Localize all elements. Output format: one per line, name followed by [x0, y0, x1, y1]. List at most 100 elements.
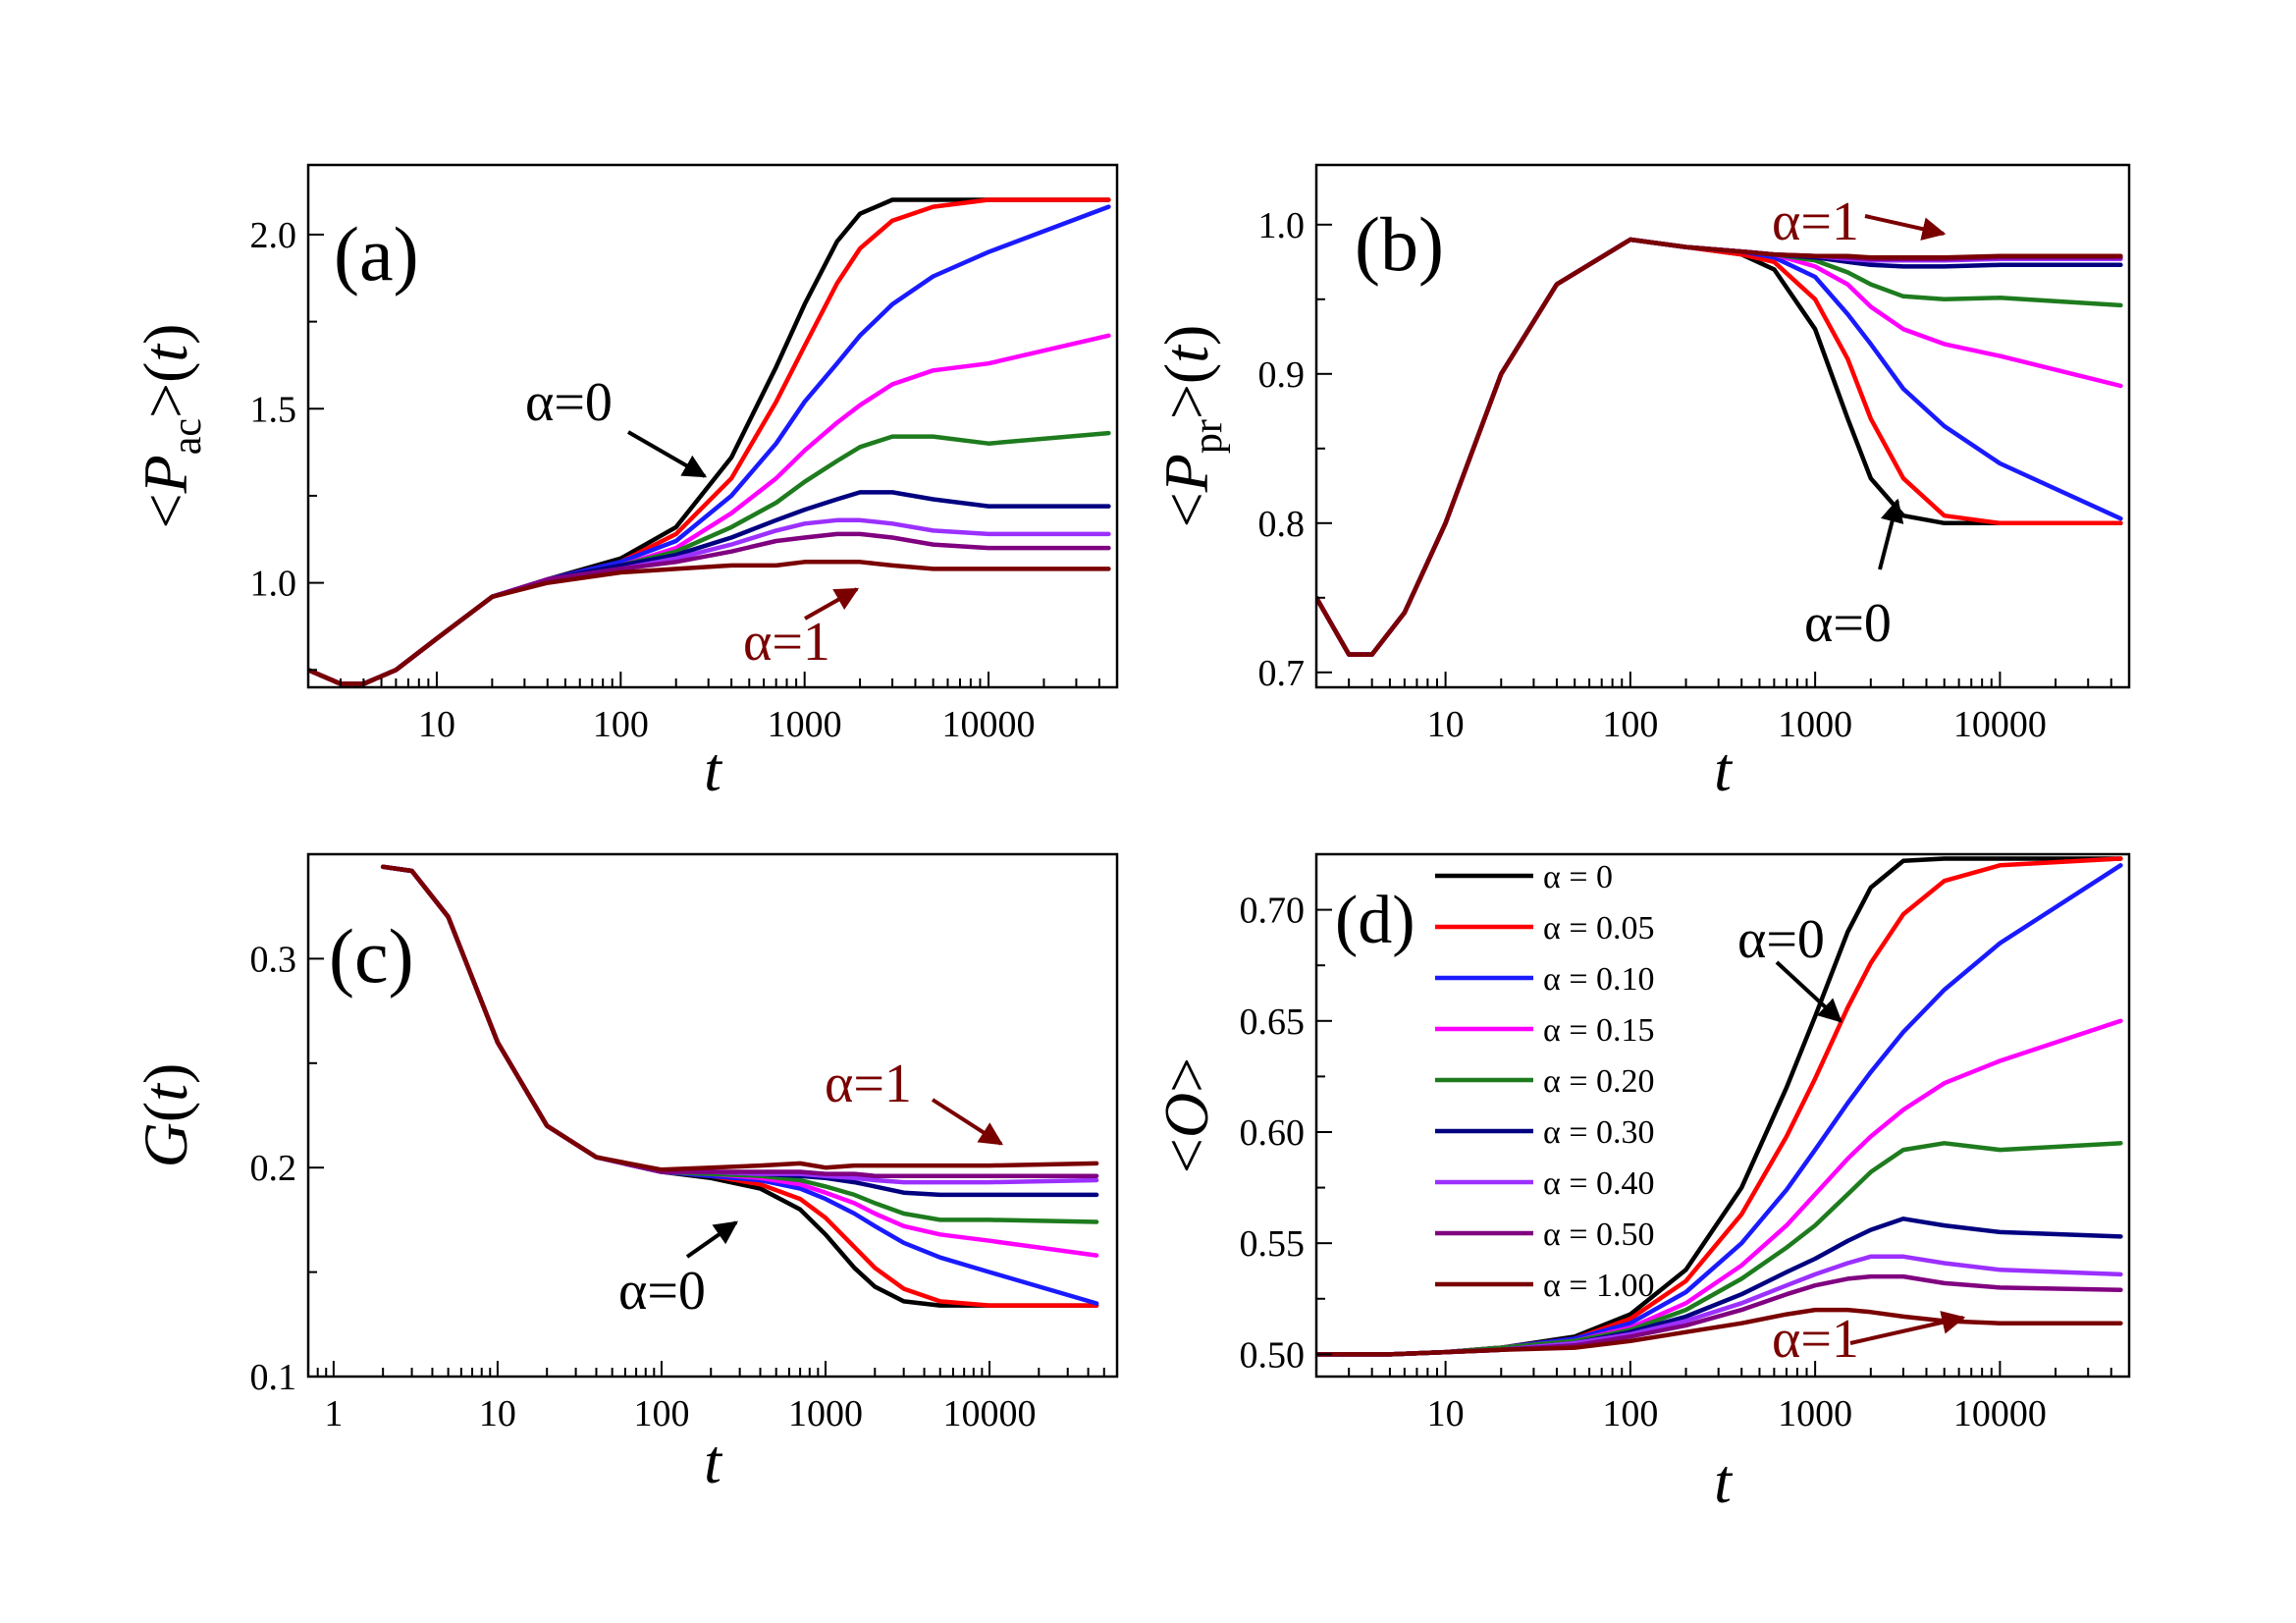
annotation-arrow — [1849, 1311, 1966, 1345]
legend-label: α = 0.30 — [1543, 1114, 1655, 1151]
x-tick-label: 10 — [418, 704, 455, 745]
y-tick-label: 0.70 — [1240, 891, 1306, 932]
x-tick-label: 1000 — [1778, 704, 1852, 745]
x-tick-label: 100 — [593, 704, 649, 745]
y-tick-label: 0.50 — [1240, 1334, 1306, 1376]
annotation-arrow — [685, 1220, 738, 1259]
annotation-arrow — [1775, 960, 1842, 1023]
x-tick-label: 100 — [1602, 704, 1658, 745]
y-tick-label: 0.8 — [1258, 504, 1306, 545]
annotation-label: α=0 — [1804, 593, 1892, 654]
y-tick-label: 2.0 — [250, 215, 297, 256]
series-line-6 — [1316, 237, 2123, 657]
chart-panel-3: 10 100 1000 10000 0.50 0.55 0.60 0.65 0.70 (d) t <O… — [1151, 852, 2131, 1516]
series-line-7 — [1316, 237, 2123, 657]
y-tick-label: 0.55 — [1240, 1223, 1306, 1265]
annotation-arrow — [1864, 214, 1947, 241]
annotation-arrow — [1878, 498, 1904, 570]
series-line-4 — [380, 864, 1099, 1224]
annotation-arrow — [804, 587, 860, 621]
series-line-7 — [308, 531, 1111, 686]
x-tick-label: 1 — [324, 1393, 343, 1434]
plot-frame — [306, 852, 1119, 1379]
x-tick-label: 1000 — [788, 1393, 863, 1434]
series-line-1 — [1316, 237, 2123, 657]
series-line-7 — [1316, 1273, 2123, 1357]
series-group — [1316, 237, 2123, 657]
y-tick-label: 0.60 — [1240, 1112, 1306, 1154]
y-axis-label: <Ppr>(t) — [1151, 325, 1231, 528]
series-line-5 — [380, 864, 1099, 1198]
series-line-5 — [1316, 237, 2123, 657]
x-tick-label: 10 — [1427, 1393, 1465, 1434]
y-axis-label: <O> — [1151, 1057, 1221, 1173]
x-tick-label: 100 — [1602, 1393, 1658, 1434]
series-line-8 — [380, 864, 1099, 1172]
x-axis-label: t — [1714, 1446, 1734, 1516]
panel-label: (d) — [1335, 883, 1415, 958]
y-axis-label: <Pac>(t) — [131, 324, 210, 529]
legend-label: α = 0.10 — [1543, 961, 1655, 998]
annotation-label: α=1 — [743, 612, 830, 673]
annotation-arrow — [627, 430, 708, 478]
y-tick-label: 0.9 — [1258, 354, 1306, 396]
annotation-label: α=1 — [1772, 1309, 1859, 1370]
x-tick-label: 10000 — [943, 1393, 1037, 1434]
series-line-3 — [1316, 237, 2123, 657]
legend-label: α = 0.50 — [1543, 1217, 1655, 1253]
series-group — [1316, 856, 2123, 1357]
legend-label: α = 0 — [1543, 859, 1613, 895]
series-line-8 — [1316, 237, 2123, 657]
y-tick-label: 1.5 — [250, 389, 297, 430]
x-tick-label: 1000 — [1778, 1393, 1852, 1434]
y-tick-label: 1.0 — [250, 564, 297, 605]
y-tick-label: 0.65 — [1240, 1001, 1306, 1043]
series-line-8 — [1316, 1307, 2123, 1357]
annotation-label: α=1 — [825, 1054, 912, 1114]
series-line-2 — [1316, 237, 2123, 657]
annotation-arrow — [931, 1098, 1004, 1146]
x-tick-label: 10 — [1427, 704, 1465, 745]
y-tick-label: 0.7 — [1258, 653, 1306, 694]
series-line-3 — [380, 864, 1099, 1258]
panel-label: (a) — [334, 211, 419, 297]
series-group — [308, 197, 1111, 686]
plot-frame — [306, 163, 1119, 689]
series-line-3 — [308, 333, 1111, 686]
y-tick-label: 0.1 — [250, 1357, 297, 1398]
plot-frame — [1314, 163, 2131, 689]
series-line-2 — [380, 864, 1099, 1306]
annotation-label: α=0 — [618, 1261, 706, 1322]
x-axis-label: t — [704, 734, 723, 804]
series-group — [380, 864, 1099, 1308]
x-tick-label: 100 — [633, 1393, 689, 1434]
plot-frame — [1314, 852, 2131, 1379]
legend: α = 0 α = 0.05 α = 0.10 α = 0.15 α = 0.20 α =… — [1435, 859, 1655, 1304]
series-line-0 — [1316, 237, 2123, 657]
legend-label: α = 0.05 — [1543, 910, 1655, 947]
x-axis-label: t — [704, 1427, 723, 1496]
x-tick-label: 10000 — [1953, 1393, 2047, 1434]
series-line-5 — [308, 490, 1111, 686]
chart-panel-1: 10 100 1000 10000 0.7 0.8 0.9 1.0 (b) t <Ppr>(t) α=… — [1151, 163, 2131, 804]
chart-panel-2: 1 10 100 1000 10000 0.1 0.2 0.3 (c) t G(t) α=1 α=0 — [131, 852, 1119, 1496]
series-line-4 — [1316, 237, 2123, 657]
legend-label: α = 0.40 — [1543, 1165, 1655, 1202]
y-tick-label: 0.3 — [250, 939, 297, 980]
panel-label: (c) — [329, 913, 414, 999]
x-tick-label: 10000 — [942, 704, 1036, 745]
legend-label: α = 0.15 — [1543, 1012, 1655, 1049]
annotation-label: α=0 — [525, 372, 613, 433]
x-tick-label: 10 — [479, 1393, 516, 1434]
y-tick-label: 1.0 — [1258, 205, 1306, 246]
x-tick-label: 10000 — [1953, 704, 2047, 745]
chart-panel-0: 10 100 1000 10000 1.0 1.5 2.0 (a) t <Pac>(t) α=0 α=… — [131, 163, 1119, 804]
x-tick-label: 1000 — [768, 704, 842, 745]
x-axis-label: t — [1714, 734, 1734, 804]
legend-label: α = 0.20 — [1543, 1063, 1655, 1100]
series-line-8 — [308, 560, 1111, 686]
annotation-label: α=0 — [1737, 909, 1825, 970]
legend-label: α = 1.00 — [1543, 1268, 1655, 1304]
y-axis-label: G(t) — [131, 1063, 200, 1168]
